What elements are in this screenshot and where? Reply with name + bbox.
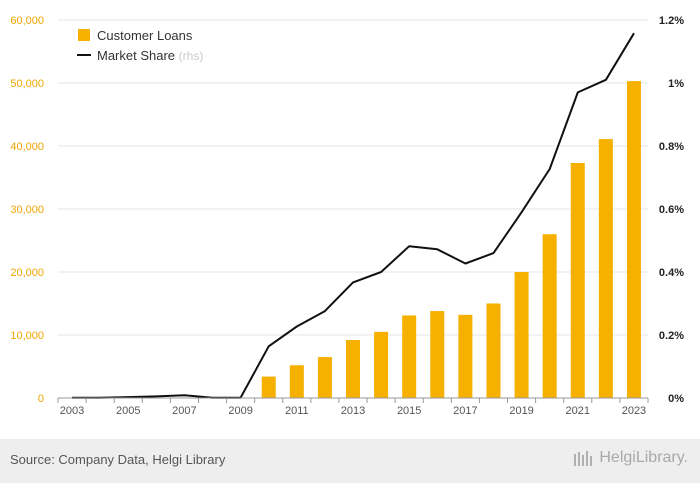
bar-2016[interactable] <box>430 311 445 398</box>
y-left-tick-label: 20,000 <box>10 267 44 279</box>
bar-2021[interactable] <box>570 163 585 398</box>
y-right-tick-label: 0.6% <box>659 204 684 216</box>
bar-2015[interactable] <box>402 315 417 398</box>
line-point-2005[interactable] <box>125 394 131 400</box>
line-point-2019[interactable] <box>519 209 525 215</box>
x-tick-label: 2005 <box>116 405 140 417</box>
x-tick-label: 2011 <box>285 405 309 417</box>
line-point-2016[interactable] <box>434 246 440 252</box>
line-point-2021[interactable] <box>575 89 581 95</box>
x-tick-label: 2017 <box>453 405 477 417</box>
y-left-tick-label: 30,000 <box>10 204 44 216</box>
line-point-2023[interactable] <box>631 30 637 36</box>
gridlines <box>58 19 648 336</box>
x-tick-label: 2015 <box>397 405 421 417</box>
bar-2017[interactable] <box>458 314 473 398</box>
bar-2014[interactable] <box>374 331 389 398</box>
line-point-2010[interactable] <box>266 343 272 349</box>
line-point-2018[interactable] <box>490 250 496 256</box>
bar-2023[interactable] <box>626 81 641 399</box>
y-right-tick-label: 0.2% <box>659 330 684 342</box>
x-tick-label: 2003 <box>60 405 84 417</box>
bar-2020[interactable] <box>542 234 557 398</box>
y-left-tick-label: 60,000 <box>10 15 44 27</box>
y-left-tick-label: 50,000 <box>10 78 44 90</box>
x-tick-label: 2019 <box>509 405 533 417</box>
chart: 2003 2005 2007 2009 2011 2013 2015 2017 2019 2021… <box>10 15 684 417</box>
bar-2013[interactable] <box>346 340 360 398</box>
bar-2012[interactable] <box>317 357 332 398</box>
line-point-2022[interactable] <box>603 77 609 83</box>
line-point-2015[interactable] <box>406 243 412 249</box>
bar-series-customer-loans <box>261 81 641 399</box>
line-point-2020[interactable] <box>547 166 553 172</box>
bar-2018[interactable] <box>486 303 501 399</box>
y-right-tick-label: 1% <box>668 78 684 90</box>
bar-2019[interactable] <box>514 272 529 398</box>
legend-swatch-customer-loans <box>78 29 90 41</box>
footer: Source: Company Data, Helgi Library Helg… <box>0 439 700 483</box>
y-left-tick-label: 0 <box>38 393 44 405</box>
y-axis-left: 0 10,000 20,000 30,000 40,000 50,000 60,000 <box>10 15 44 405</box>
y-left-tick-label: 40,000 <box>10 141 44 153</box>
line-point-2013[interactable] <box>350 279 356 285</box>
x-axis-ticks: 2003 2005 2007 2009 2011 2013 2015 2017 2019 2021… <box>57 398 649 417</box>
bar-2022[interactable] <box>598 139 613 398</box>
line-point-2007[interactable] <box>181 392 187 398</box>
x-tick-label: 2009 <box>228 405 252 417</box>
market-share-line[interactable] <box>71 32 635 399</box>
legend-label-customer-loans[interactable]: Customer Loans <box>97 28 193 43</box>
y-right-tick-label: 1.2% <box>659 15 684 27</box>
bar-2010[interactable] <box>261 376 276 398</box>
y-right-tick-label: 0.8% <box>659 141 684 153</box>
x-tick-label: 2007 <box>172 405 196 417</box>
x-tick-label: 2021 <box>566 405 590 417</box>
legend: Customer Loans Market Share (rhs) <box>77 28 203 63</box>
line-point-2011[interactable] <box>294 323 300 329</box>
line-point-2006[interactable] <box>153 393 159 399</box>
source-text: Source: Company Data, Helgi Library <box>10 452 226 467</box>
line-point-2012[interactable] <box>322 308 328 314</box>
x-tick-label: 2013 <box>341 405 365 417</box>
logo-text: HelgiLibrary. <box>599 449 688 466</box>
line-series-market-share <box>71 30 637 400</box>
helgi-library-logo[interactable]: HelgiLibrary. <box>573 449 688 467</box>
y-axis-right: 0% 0.2% 0.4% 0.6% 0.8% 1% 1.2% <box>659 15 684 405</box>
y-right-tick-label: 0.4% <box>659 267 684 279</box>
line-point-2014[interactable] <box>378 269 384 275</box>
legend-sub-rhs: (rhs) <box>179 49 204 63</box>
legend-label-market-share[interactable]: Market Share (rhs) <box>97 48 203 63</box>
bar-2011[interactable] <box>289 365 304 398</box>
y-right-tick-label: 0% <box>668 393 684 405</box>
library-icon <box>574 451 593 466</box>
y-left-tick-label: 10,000 <box>10 330 44 342</box>
line-point-2017[interactable] <box>462 260 468 266</box>
x-tick-label: 2023 <box>622 405 646 417</box>
